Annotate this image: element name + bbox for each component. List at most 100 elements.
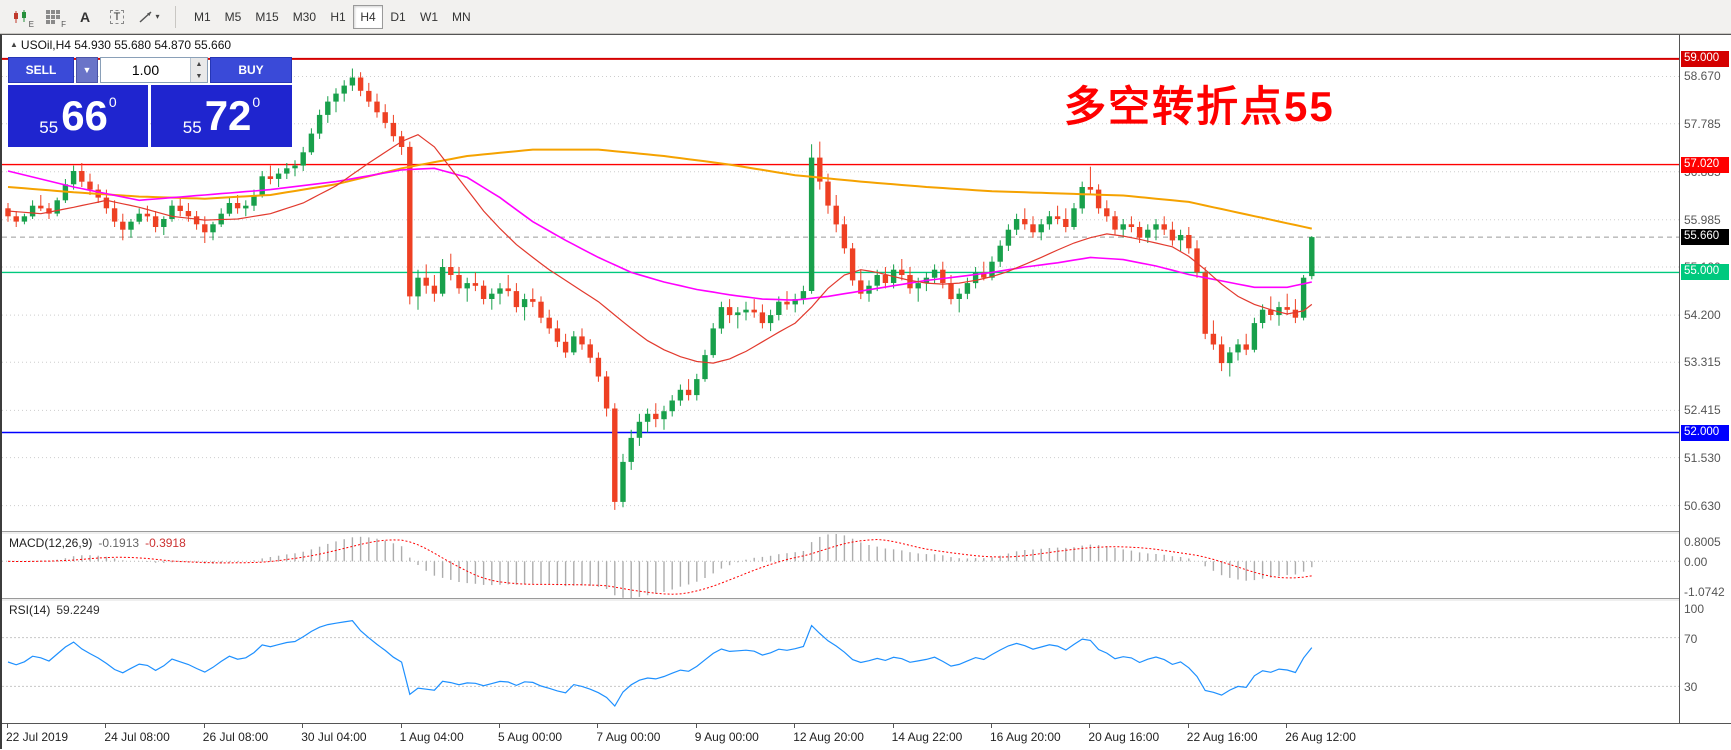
letter-a-icon: A: [79, 8, 91, 25]
rsi-panel[interactable]: RSI(14) 59.2249: [2, 601, 1679, 723]
sell-button[interactable]: SELL: [8, 57, 74, 83]
time-axis-label: 5 Aug 00:00: [498, 730, 563, 744]
macd-panel[interactable]: MACD(12,26,9) -0.1913 -0.3918: [2, 534, 1679, 598]
rsi-title: RSI(14): [9, 603, 51, 617]
macd-title: MACD(12,26,9): [9, 536, 93, 550]
time-tick: [302, 724, 304, 728]
sell-price-big: 66: [61, 92, 108, 139]
price-axis-label: 0.00: [1684, 555, 1708, 570]
price-axis-label: 30: [1684, 680, 1698, 695]
timeframe-MN[interactable]: MN: [445, 5, 478, 29]
timeframe-M30[interactable]: M30: [286, 5, 323, 29]
chart-region: ▲ USOil,H4 54.930 55.680 54.870 55.660 多空…: [0, 34, 1731, 750]
price-axis-label: 58.670: [1684, 69, 1721, 84]
symbol-ohlc-text: USOil,H4 54.930 55.680 54.870 55.660: [20, 38, 232, 52]
time-tick: [991, 724, 992, 728]
sell-price-sup: 0: [108, 94, 117, 110]
price-axis-label: 52.415: [1684, 403, 1721, 418]
timeframe-H4[interactable]: H4: [353, 4, 384, 29]
macd-signal-value: -0.3918: [145, 536, 186, 550]
chart-annotation-text[interactable]: 多空转折点55: [1064, 83, 1335, 130]
candlestick-chart-icon: [14, 9, 26, 23]
time-axis-label: 9 Aug 00:00: [694, 730, 759, 744]
volume-up-button[interactable]: ▲: [191, 58, 207, 70]
buy-price-sup: 0: [252, 94, 261, 110]
price-axis-label: 50.630: [1684, 498, 1721, 513]
time-axis-label: 26 Jul 08:00: [202, 730, 269, 744]
price-axis-label: 54.200: [1684, 308, 1721, 323]
time-tick: [794, 724, 796, 728]
charts-icon[interactable]: E: [6, 4, 36, 30]
grid-icon: [46, 9, 60, 24]
rsi-canvas[interactable]: [2, 601, 1679, 723]
macd-main-value: -0.1913: [98, 536, 140, 550]
buy-button[interactable]: BUY: [210, 57, 292, 83]
macd-label: MACD(12,26,9) -0.1913 -0.3918: [9, 536, 186, 550]
time-axis-label: 20 Aug 16:00: [1088, 730, 1160, 744]
ma-fast-line: [7, 134, 1313, 364]
price-line-label: 57.020: [1681, 156, 1729, 173]
text-box-icon[interactable]: T: [102, 4, 132, 30]
macd-canvas[interactable]: [2, 534, 1679, 598]
time-tick: [1089, 724, 1091, 728]
volume-down-button[interactable]: ▼: [191, 70, 207, 82]
time-tick: [1286, 724, 1288, 728]
buy-price-big: 72: [204, 92, 252, 139]
price-chart-panel[interactable]: ▲ USOil,H4 54.930 55.680 54.870 55.660 多空…: [2, 35, 1679, 531]
time-axis-label: 30 Jul 04:00: [301, 730, 367, 744]
price-axis-label: 53.315: [1684, 355, 1721, 370]
time-axis-label: 26 Aug 12:00: [1285, 730, 1356, 744]
time-tick: [105, 724, 107, 728]
time-axis-label: 22 Aug 16:00: [1186, 730, 1258, 744]
order-type-dropdown[interactable]: ▼: [76, 57, 98, 83]
ma-slow-line: [7, 148, 1313, 230]
chevron-down-icon: ▼: [82, 65, 92, 75]
panel-splitter[interactable]: [2, 531, 1731, 534]
time-tick: [7, 724, 8, 728]
timeframe-H1[interactable]: H1: [323, 5, 353, 29]
price-axis-label: 70: [1684, 631, 1698, 646]
rsi-value: 59.2249: [56, 603, 100, 617]
time-tick: [695, 724, 697, 728]
price-axis-label: 100: [1684, 602, 1705, 616]
toolbar-separator: [175, 5, 176, 28]
timeframe-M15[interactable]: M15: [248, 5, 285, 29]
timeframe-M1[interactable]: M1: [187, 5, 218, 29]
panel-splitter[interactable]: [2, 598, 1731, 601]
timeframe-M5[interactable]: M5: [218, 5, 249, 29]
timeframe-group: M1 M5 M15 M30 H1 H4 D1 W1 MN: [187, 4, 478, 29]
sell-price-display[interactable]: 55 66 0: [8, 85, 148, 147]
volume-input[interactable]: [101, 58, 190, 82]
buy-price-display[interactable]: 55 72 0: [151, 85, 292, 147]
time-tick: [400, 724, 402, 728]
price-axis-label: 51.530: [1684, 450, 1721, 465]
time-axis-label: 22 Jul 2019: [6, 730, 69, 744]
diagonal-line-icon: [139, 10, 152, 23]
time-axis[interactable]: 22 Jul 2019 24 Jul 08:00 26 Jul 08:00 30 Ju…: [2, 723, 1731, 750]
timeframe-W1[interactable]: W1: [413, 5, 445, 29]
time-axis-label: 24 Jul 08:00: [104, 730, 170, 744]
price-axis-label: 55.985: [1684, 212, 1721, 227]
rsi-label: RSI(14) 59.2249: [9, 603, 100, 617]
indicator-list-icon[interactable]: F: [38, 4, 68, 30]
text-label-icon[interactable]: A: [70, 4, 100, 30]
time-axis-label: 12 Aug 20:00: [793, 730, 864, 744]
toolbar: E F A T ▾ M1 M5 M15 M30 H1 H4 D: [0, 0, 1731, 34]
chevron-down-icon: ▾: [155, 12, 160, 21]
letter-t-icon: T: [109, 9, 125, 24]
symbol-ohlc-label: ▲ USOil,H4 54.930 55.680 54.870 55.660: [10, 38, 231, 52]
price-axis[interactable]: 58.67057.78556.88555.98555.10054.20053.3…: [1679, 35, 1731, 723]
collapse-triangle-icon[interactable]: ▲: [10, 40, 18, 49]
time-axis-label: 7 Aug 00:00: [596, 730, 661, 744]
volume-spinner: ▲ ▼: [190, 58, 207, 82]
price-line-label: 55.660: [1681, 229, 1729, 246]
time-tick: [203, 724, 205, 728]
charts-icon-badge: E: [28, 19, 34, 29]
price-line-label: 59.000: [1681, 50, 1729, 67]
price-axis-label: 0.8005: [1684, 535, 1721, 549]
sell-price-small: 55: [39, 118, 59, 137]
time-axis-label: 14 Aug 22:00: [891, 730, 963, 744]
trendline-icon[interactable]: ▾: [134, 4, 164, 30]
timeframe-D1[interactable]: D1: [383, 5, 413, 29]
ma-mid-line: [7, 167, 1312, 301]
